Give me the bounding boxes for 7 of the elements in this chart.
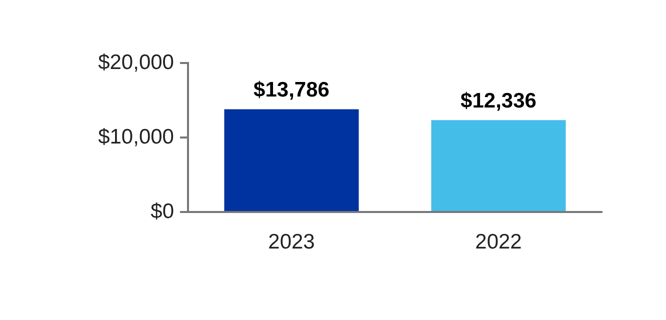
- y-tick-label: $0: [150, 200, 174, 223]
- y-tick-label: $10,000: [98, 125, 174, 148]
- x-tick-label: 2023: [268, 230, 315, 254]
- data-label: $13,786: [254, 78, 330, 102]
- y-tick-label: $20,000: [98, 50, 174, 74]
- data-label: $12,336: [460, 89, 536, 112]
- x-tick-label: 2022: [475, 230, 522, 254]
